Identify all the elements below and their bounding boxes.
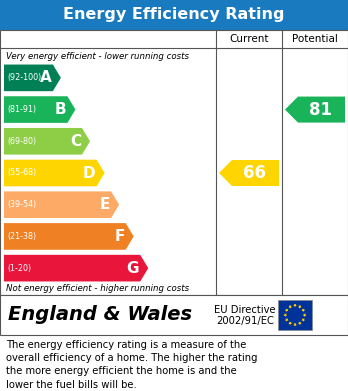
Bar bbox=[0, 30, 348, 295]
Text: 81: 81 bbox=[309, 100, 332, 118]
Polygon shape bbox=[4, 160, 104, 187]
Polygon shape bbox=[4, 128, 90, 154]
Text: Not energy efficient - higher running costs: Not energy efficient - higher running co… bbox=[6, 284, 189, 293]
Polygon shape bbox=[284, 314, 287, 317]
Polygon shape bbox=[4, 65, 61, 91]
Bar bbox=[0, 0, 348, 30]
Polygon shape bbox=[301, 318, 305, 322]
Bar bbox=[0, 295, 348, 335]
Text: England & Wales: England & Wales bbox=[8, 305, 192, 325]
Text: (55-68): (55-68) bbox=[7, 169, 36, 178]
Polygon shape bbox=[285, 308, 288, 312]
Text: (92-100): (92-100) bbox=[7, 74, 41, 83]
Text: F: F bbox=[114, 229, 125, 244]
Text: (81-91): (81-91) bbox=[7, 105, 36, 114]
Polygon shape bbox=[298, 322, 302, 325]
Text: 66: 66 bbox=[244, 164, 267, 182]
Polygon shape bbox=[293, 323, 297, 326]
Text: D: D bbox=[83, 165, 96, 181]
Polygon shape bbox=[285, 97, 345, 122]
Text: B: B bbox=[55, 102, 66, 117]
Text: C: C bbox=[70, 134, 81, 149]
Polygon shape bbox=[4, 223, 134, 250]
Text: (21-38): (21-38) bbox=[7, 232, 36, 241]
Polygon shape bbox=[293, 304, 297, 307]
Text: Energy Efficiency Rating: Energy Efficiency Rating bbox=[63, 7, 285, 23]
Polygon shape bbox=[285, 318, 288, 322]
Text: (39-54): (39-54) bbox=[7, 200, 36, 209]
Text: G: G bbox=[127, 261, 139, 276]
Text: Current: Current bbox=[229, 34, 269, 44]
Text: The energy efficiency rating is a measure of the
overall efficiency of a home. T: The energy efficiency rating is a measur… bbox=[6, 340, 258, 389]
Text: 2002/91/EC: 2002/91/EC bbox=[216, 316, 274, 326]
Polygon shape bbox=[298, 305, 302, 308]
Polygon shape bbox=[288, 322, 292, 325]
Bar bbox=[278, 300, 312, 330]
Polygon shape bbox=[4, 96, 76, 123]
Polygon shape bbox=[4, 255, 148, 282]
Polygon shape bbox=[4, 191, 119, 218]
Polygon shape bbox=[301, 308, 305, 312]
Text: A: A bbox=[40, 70, 52, 85]
Polygon shape bbox=[303, 314, 307, 317]
Polygon shape bbox=[288, 305, 292, 308]
Polygon shape bbox=[219, 160, 279, 186]
Text: (1-20): (1-20) bbox=[7, 264, 31, 273]
Text: Very energy efficient - lower running costs: Very energy efficient - lower running co… bbox=[6, 52, 189, 61]
Text: EU Directive: EU Directive bbox=[214, 305, 276, 315]
Text: Potential: Potential bbox=[292, 34, 338, 44]
Text: (69-80): (69-80) bbox=[7, 137, 36, 146]
Text: E: E bbox=[100, 197, 110, 212]
